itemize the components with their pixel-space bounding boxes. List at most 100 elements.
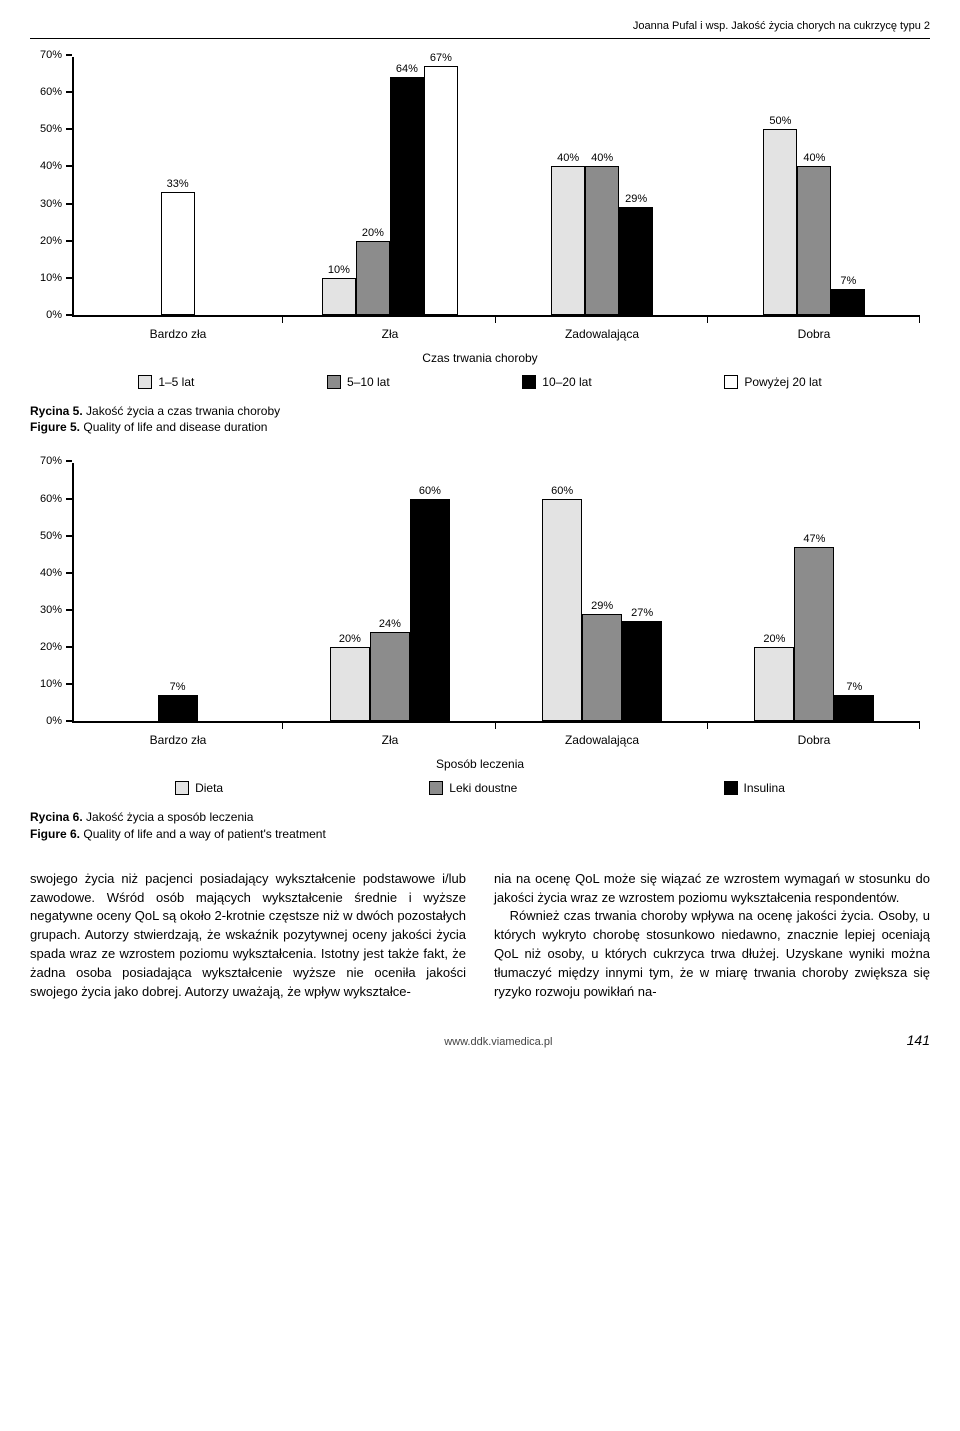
legend-label: Powyżej 20 lat [744, 375, 821, 389]
y-tick: 70% [30, 49, 72, 61]
bar [622, 621, 662, 721]
legend-swatch [522, 375, 536, 389]
x-group-sep [495, 315, 496, 323]
bar-wrap: 50% [763, 115, 797, 315]
bar-value-label: 20% [763, 633, 785, 645]
bar-wrap: 33% [161, 178, 195, 315]
bar-value-label: 64% [396, 63, 418, 75]
right-paragraph-1: nia na ocenę QoL może się wiązać ze wzro… [494, 870, 930, 908]
bar-wrap: 29% [619, 193, 653, 315]
top-rule [30, 38, 930, 39]
y-tick-mark [66, 460, 72, 462]
left-column: swojego życia niż pacjenci posiadający w… [30, 870, 466, 1002]
y-tick-label: 50% [40, 530, 62, 542]
bar-value-label: 40% [591, 152, 613, 164]
bar-value-label: 60% [419, 485, 441, 497]
chart1-x-labels: Bardzo złaZłaZadowalającaDobra [72, 327, 920, 341]
legend-label: 10–20 lat [542, 375, 591, 389]
bar-group: 20% 47% 7% [709, 463, 920, 721]
bar-wrap: 47% [794, 533, 834, 722]
bar-value-label: 7% [170, 681, 186, 693]
bar [390, 77, 424, 315]
y-tick-label: 40% [40, 567, 62, 579]
bar [322, 278, 356, 315]
bar [410, 499, 450, 722]
bar-group: 33% [72, 57, 284, 315]
y-tick-label: 20% [40, 641, 62, 653]
legend-item: 5–10 lat [327, 375, 390, 389]
bar [582, 614, 622, 722]
bar-value-label: 7% [846, 681, 862, 693]
y-tick-label: 60% [40, 493, 62, 505]
bar-value-label: 40% [803, 152, 825, 164]
legend-label: 5–10 lat [347, 375, 390, 389]
chart2-x-labels: Bardzo złaZłaZadowalającaDobra [72, 733, 920, 747]
legend-swatch [724, 375, 738, 389]
chart2-caption-pl-head: Rycina 6. [30, 810, 83, 824]
chart2-caption-pl: Jakość życia a sposób leczenia [86, 810, 253, 824]
bar [161, 192, 195, 315]
y-tick: 10% [30, 678, 72, 690]
bar [834, 695, 874, 721]
y-tick: 0% [30, 715, 72, 727]
chart1-plot-area: 0%10%20%30%40%50%60%70% 33%10%20%64%67%4… [72, 57, 920, 317]
bar-value-label: 40% [557, 152, 579, 164]
bar-value-label: 24% [379, 618, 401, 630]
bar-wrap: 24% [370, 618, 410, 721]
bar-wrap: 64% [390, 63, 424, 315]
right-column: nia na ocenę QoL może się wiązać ze wzro… [494, 870, 930, 1002]
y-tick: 50% [30, 530, 72, 542]
y-tick: 0% [30, 309, 72, 321]
legend-item: Leki doustne [429, 781, 517, 795]
y-tick-mark [66, 54, 72, 56]
x-group-sep [282, 315, 283, 323]
bar [754, 647, 794, 721]
bar-value-label: 20% [339, 633, 361, 645]
bar [797, 166, 831, 315]
bar-value-label: 67% [430, 52, 452, 64]
bar-wrap: 7% [834, 681, 874, 721]
page-footer: www.ddk.viamedica.pl 141 [30, 1032, 930, 1048]
y-tick-label: 70% [40, 455, 62, 467]
chart2-legend: Dieta Leki doustne Insulina [72, 781, 888, 795]
chart1-caption-en: Quality of life and disease duration [83, 420, 267, 434]
y-tick: 10% [30, 272, 72, 284]
chart1-caption: Rycina 5. Jakość życia a czas trwania ch… [30, 403, 930, 435]
chart2-caption: Rycina 6. Jakość życia a sposób leczenia… [30, 809, 930, 841]
bar [831, 289, 865, 315]
legend-label: Dieta [195, 781, 223, 795]
y-tick-label: 30% [40, 198, 62, 210]
bar-group: 40% 40% 29% [497, 57, 709, 315]
bar-wrap: 20% [356, 227, 390, 315]
body-text: swojego życia niż pacjenci posiadający w… [30, 870, 930, 1002]
bar-group: 60%29%27% [497, 463, 709, 721]
chart1-subtitle: Czas trwania choroby [30, 351, 930, 365]
bar-wrap: 10% [322, 264, 356, 315]
chart2-caption-en: Quality of life and a way of patient's t… [83, 827, 325, 841]
y-tick: 70% [30, 455, 72, 467]
x-category-label: Zadowalająca [496, 327, 708, 341]
y-tick-label: 10% [40, 678, 62, 690]
x-category-label: Zła [284, 327, 496, 341]
x-group-sep [919, 721, 920, 729]
y-tick: 60% [30, 86, 72, 98]
legend-item: Insulina [724, 781, 785, 795]
bar [356, 241, 390, 315]
bar-value-label: 33% [167, 178, 189, 190]
bar-wrap: 29% [582, 600, 622, 722]
bar-wrap: 40% [585, 152, 619, 315]
y-tick-label: 0% [46, 715, 62, 727]
bar [794, 547, 834, 722]
chart1-caption-pl: Jakość życia a czas trwania choroby [86, 404, 280, 418]
legend-item: Powyżej 20 lat [724, 375, 821, 389]
chart1-caption-pl-head: Rycina 5. [30, 404, 83, 418]
bar-value-label: 50% [769, 115, 791, 127]
chart2-groups: 7% 20% 24% 60% 60%29%27% 20% 47% 7% [72, 463, 920, 721]
y-tick: 50% [30, 123, 72, 135]
bar-wrap: 40% [797, 152, 831, 315]
y-tick: 20% [30, 235, 72, 247]
bar-wrap: 20% [754, 633, 794, 721]
bar [551, 166, 585, 315]
x-group-sep [919, 315, 920, 323]
legend-swatch [429, 781, 443, 795]
